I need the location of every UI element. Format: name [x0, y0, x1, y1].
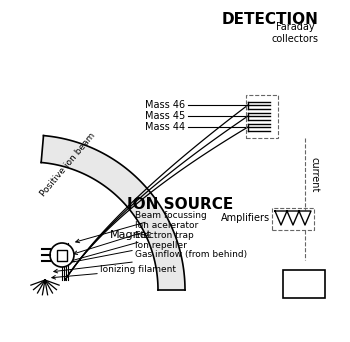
Text: Gas inflow (from behind): Gas inflow (from behind): [54, 250, 247, 273]
Text: Faraday
collectors: Faraday collectors: [272, 22, 318, 43]
Text: Electron trap: Electron trap: [71, 231, 194, 262]
Text: Ion acelerator: Ion acelerator: [74, 221, 198, 254]
Text: Mass 45: Mass 45: [145, 111, 185, 121]
Text: ION SOURCE: ION SOURCE: [127, 197, 233, 212]
Text: Beam focussing: Beam focussing: [76, 210, 207, 243]
Text: Amplifiers: Amplifiers: [221, 213, 270, 223]
Text: current: current: [309, 157, 319, 193]
Bar: [283, 270, 325, 298]
Text: DETECTION: DETECTION: [222, 12, 318, 27]
Bar: [246, 95, 278, 138]
Text: Mass 44: Mass 44: [145, 122, 185, 132]
Text: Ionizing filament: Ionizing filament: [52, 265, 176, 279]
Text: Ion repeller: Ion repeller: [61, 240, 187, 265]
Polygon shape: [41, 135, 185, 290]
Text: Mass 46: Mass 46: [145, 100, 185, 110]
Bar: [57, 250, 67, 261]
Text: Magnet: Magnet: [110, 230, 152, 240]
Text: Positive ion beam: Positive ion beam: [39, 131, 97, 199]
Text: Ratio
output: Ratio output: [288, 273, 320, 295]
Bar: [272, 208, 314, 230]
Circle shape: [50, 243, 74, 267]
